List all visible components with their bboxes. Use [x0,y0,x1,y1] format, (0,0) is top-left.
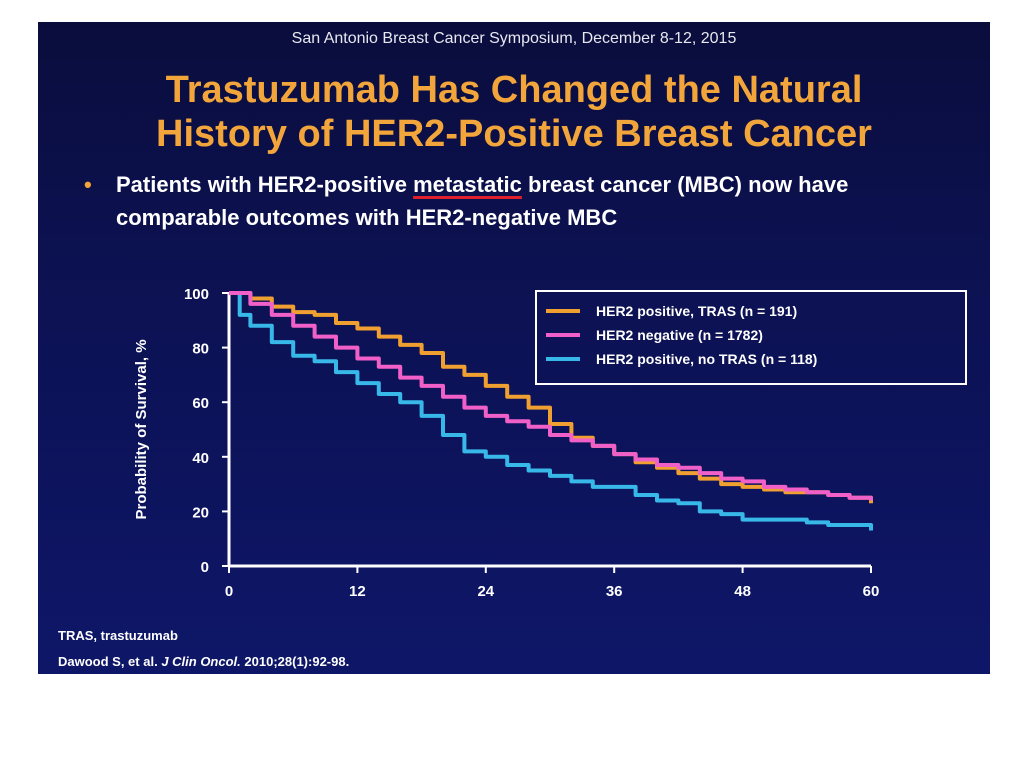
x-tick-label: 0 [225,583,233,600]
legend-label: HER2 negative (n = 1782) [596,327,763,343]
y-tick-label: 100 [184,286,209,303]
y-tick-label: 60 [192,395,209,412]
citation-authors: Dawood S, et al. [58,654,158,669]
citation-details: 2010;28(1):92-98. [244,654,350,669]
legend-label: HER2 positive, TRAS (n = 191) [596,303,797,319]
bullet-text-after: breast cancer (MBC) now have comparable … [116,172,849,230]
bullet-highlight: metastatic [413,172,522,197]
bullet-text: Patients with HER2-positive metastatic b… [116,168,966,234]
citation-journal: J Clin Oncol. [161,654,241,669]
conference-header: San Antonio Breast Cancer Symposium, Dec… [291,30,737,47]
y-tick-label: 0 [201,559,209,576]
x-tick-label: 12 [349,583,366,600]
x-tick-label: 24 [477,583,494,600]
survival-chart: 0 12 24 36 48 60 0 20 40 60 80 100 Probability of Su… [133,286,967,600]
slide: San Antonio Breast Cancer Symposium, Dec… [38,22,990,674]
slide-title: Trastuzumab Has Changed the Natural Hist… [38,68,990,156]
series-line-2 [229,291,873,501]
y-tick-label: 20 [192,504,209,521]
bullet-text-before: Patients with HER2-positive [116,172,414,197]
chart-axes: 0 12 24 36 48 60 0 20 40 60 80 100 Probability of Su… [133,286,879,600]
x-tick-label: 60 [863,583,880,600]
series-line-3 [229,291,873,531]
bullet-marker: • [84,172,92,197]
title-line-2: History of HER2-Positive Breast Cancer [156,113,872,155]
y-tick-label: 80 [192,341,209,358]
legend-label: HER2 positive, no TRAS (n = 118) [596,351,817,367]
x-tick-label: 36 [606,583,623,600]
x-tick-label: 48 [734,583,751,600]
y-tick-label: 40 [192,450,209,467]
title-line-1: Trastuzumab Has Changed the Natural [165,69,863,111]
citation: Dawood S, et al. J Clin Oncol. 2010;28(1… [58,654,349,669]
chart-legend: HER2 positive, TRAS (n = 191) HER2 negati… [535,290,967,385]
footnote-abbreviation: TRAS, trastuzumab [58,628,178,643]
legend-box [535,290,967,385]
chart-series [229,291,873,531]
y-axis-label: Probability of Survival, % [133,339,150,519]
